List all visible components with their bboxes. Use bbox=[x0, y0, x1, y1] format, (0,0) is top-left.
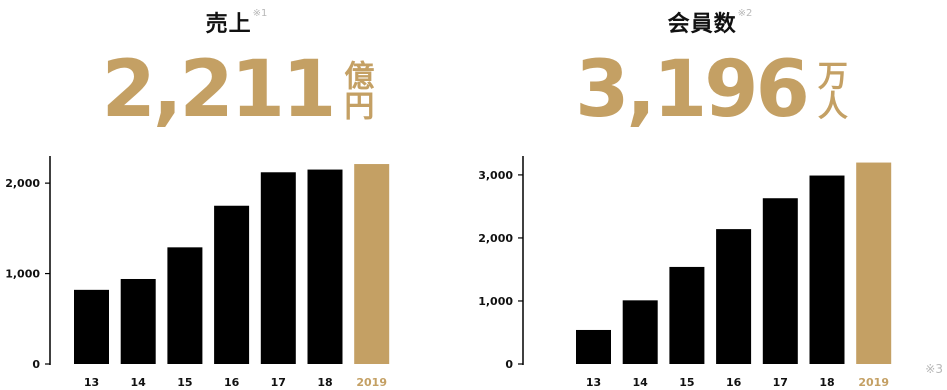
footnote-mark: ※3 bbox=[925, 362, 943, 376]
sales-bar bbox=[167, 247, 203, 364]
sales-x-tick-label: 2019 bbox=[356, 376, 387, 389]
sales-bar bbox=[260, 172, 296, 364]
sales-y-tick-label: 2,000 bbox=[5, 177, 40, 190]
members-label: 会員数 bbox=[667, 12, 737, 37]
sales-bar bbox=[74, 289, 109, 364]
sales-bar bbox=[354, 164, 390, 364]
members-y-tick-label: 1,000 bbox=[478, 295, 513, 308]
sales-note: ※1 bbox=[252, 8, 268, 19]
members-bar bbox=[762, 198, 798, 364]
sales-bar bbox=[307, 169, 343, 364]
sales-panel: 売上※1 2,211 億円 0 1,000 2,000 13 14 15 16 17 18 2019 bbox=[0, 0, 473, 390]
members-y-tick-label: 3,000 bbox=[478, 169, 513, 182]
members-x-tick-label: 2019 bbox=[858, 376, 889, 389]
members-y-tick-label: 0 bbox=[505, 358, 513, 371]
members-y-tick-label: 2,000 bbox=[478, 232, 513, 245]
members-x-tick-label: 18 bbox=[819, 376, 834, 389]
sales-bar bbox=[120, 278, 156, 364]
members-bar bbox=[856, 162, 892, 364]
members-value: 3,196 bbox=[575, 45, 810, 135]
members-x-tick-label: 14 bbox=[633, 376, 649, 389]
sales-unit: 億円 bbox=[338, 60, 374, 120]
members-bar bbox=[576, 329, 611, 364]
members-x-tick-label: 16 bbox=[726, 376, 742, 389]
members-bar bbox=[669, 266, 705, 364]
sales-x-tick-label: 15 bbox=[177, 376, 192, 389]
sales-x-tick-label: 16 bbox=[224, 376, 240, 389]
sales-value: 2,211 bbox=[101, 45, 337, 135]
sales-bar-chart: 0 1,000 2,000 13 14 15 16 17 18 2019 bbox=[5, 156, 390, 389]
sales-bar bbox=[214, 205, 250, 364]
members-heading: 会員数※2 bbox=[473, 6, 947, 38]
members-unit: 万人 bbox=[811, 60, 847, 120]
sales-x-tick-label: 17 bbox=[271, 376, 286, 389]
members-bar bbox=[716, 229, 752, 364]
sales-x-tick-label: 18 bbox=[317, 376, 332, 389]
members-panel: 会員数※2 3,196 万人 0 1,000 2,000 3,000 13 14 15 16 17… bbox=[473, 0, 947, 390]
members-x-tick-label: 15 bbox=[679, 376, 694, 389]
sales-x-tick-label: 14 bbox=[131, 376, 147, 389]
members-bar bbox=[622, 300, 658, 364]
sales-y-tick-label: 1,000 bbox=[5, 268, 40, 281]
sales-label: 売上 bbox=[205, 12, 252, 37]
members-x-tick-label: 13 bbox=[586, 376, 601, 389]
members-bar bbox=[809, 175, 845, 364]
sales-x-tick-label: 13 bbox=[84, 376, 99, 389]
sales-total: 2,211 億円 bbox=[0, 44, 473, 136]
sales-y-tick-label: 0 bbox=[32, 358, 40, 371]
members-note: ※2 bbox=[737, 8, 753, 19]
sales-heading: 売上※1 bbox=[0, 6, 473, 38]
members-total: 3,196 万人 bbox=[473, 44, 947, 136]
members-bar-chart: 0 1,000 2,000 3,000 13 14 15 16 17 18 2019 bbox=[478, 156, 892, 389]
members-x-tick-label: 17 bbox=[773, 376, 788, 389]
